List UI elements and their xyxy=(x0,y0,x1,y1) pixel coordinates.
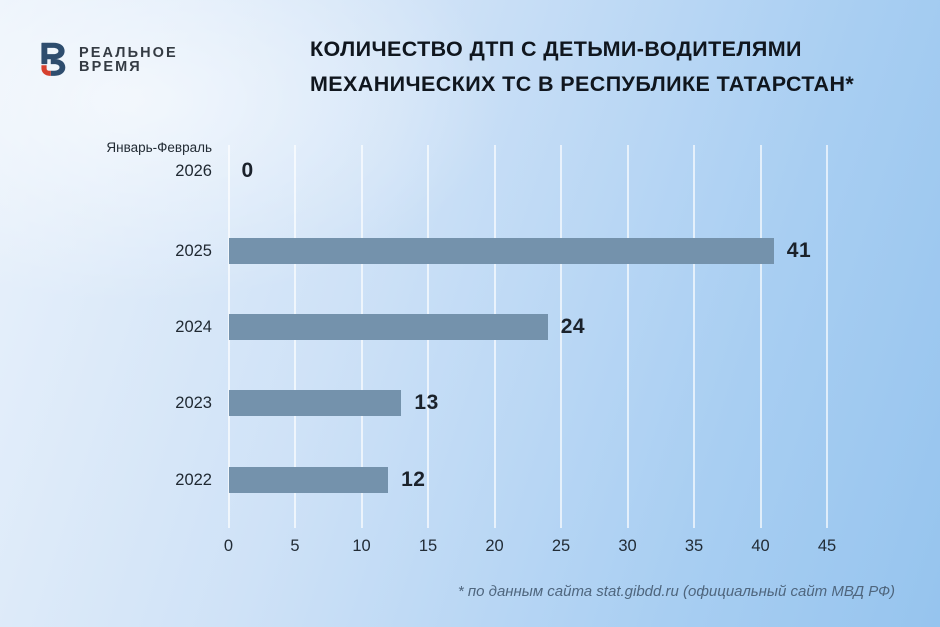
x-tick-label: 20 xyxy=(485,537,504,555)
category-label: 2023 xyxy=(0,393,212,413)
gridline xyxy=(693,145,695,528)
x-tick-label: 45 xyxy=(817,537,837,555)
value-label: 12 xyxy=(401,467,426,491)
value-label: 41 xyxy=(786,238,812,262)
category-label: 2022 xyxy=(0,470,212,490)
category-label: 2025 xyxy=(0,241,212,261)
bar-2024 xyxy=(228,313,548,340)
gridline xyxy=(826,145,828,528)
year-label: 2024 xyxy=(175,317,212,336)
bar-2025 xyxy=(228,237,774,264)
x-tick-label: 5 xyxy=(290,537,300,555)
chart-title-line1: КОЛИЧЕСТВО ДТП С ДЕТЬМИ-ВОДИТЕЛЯМИ xyxy=(310,37,802,61)
value-label: 13 xyxy=(414,391,439,414)
period-note: Январь-Февраль xyxy=(106,140,212,155)
brand-logo-icon xyxy=(41,42,66,76)
brand-name-line2: ВРЕМЯ xyxy=(79,59,142,75)
category-label: 2024 xyxy=(0,317,212,337)
x-tick-label: 40 xyxy=(751,537,770,555)
bar-2022 xyxy=(228,466,389,493)
category-label: Январь-Февраль 2026 xyxy=(0,140,212,181)
brand-logo: РЕАЛЬНОЕ ВРЕМЯ xyxy=(37,42,178,78)
value-label: 24 xyxy=(560,314,586,338)
chart-title-line2: МЕХАНИЧЕСКИХ ТС В РЕСПУБЛИКЕ ТАТАРСТАН* xyxy=(310,71,855,96)
x-tick-label: 30 xyxy=(618,537,637,555)
x-tick-label: 25 xyxy=(551,537,571,555)
x-tick-label: 0 xyxy=(223,537,234,555)
x-tick-label: 35 xyxy=(684,537,704,555)
bar-2023 xyxy=(228,390,402,416)
year-label: 2023 xyxy=(175,394,212,412)
gridline xyxy=(626,145,629,528)
x-tick-label: 15 xyxy=(418,537,438,555)
year-label: 2025 xyxy=(175,241,212,260)
gridline xyxy=(560,145,562,528)
source-note: * по данным сайта stat.gibdd.ru (официал… xyxy=(457,583,895,600)
value-label: 0 xyxy=(241,159,254,182)
gridline xyxy=(759,145,762,528)
year-label: 2026 xyxy=(175,162,212,180)
x-tick-label: 10 xyxy=(352,537,371,555)
chart-title: КОЛИЧЕСТВО ДТП С ДЕТЬМИ-ВОДИТЕЛЯМИ МЕХАН… xyxy=(310,32,854,101)
year-label: 2022 xyxy=(175,470,212,489)
brand-name: РЕАЛЬНОЕ ВРЕМЯ xyxy=(79,42,178,75)
brand-name-line1: РЕАЛЬНОЕ xyxy=(79,45,178,61)
